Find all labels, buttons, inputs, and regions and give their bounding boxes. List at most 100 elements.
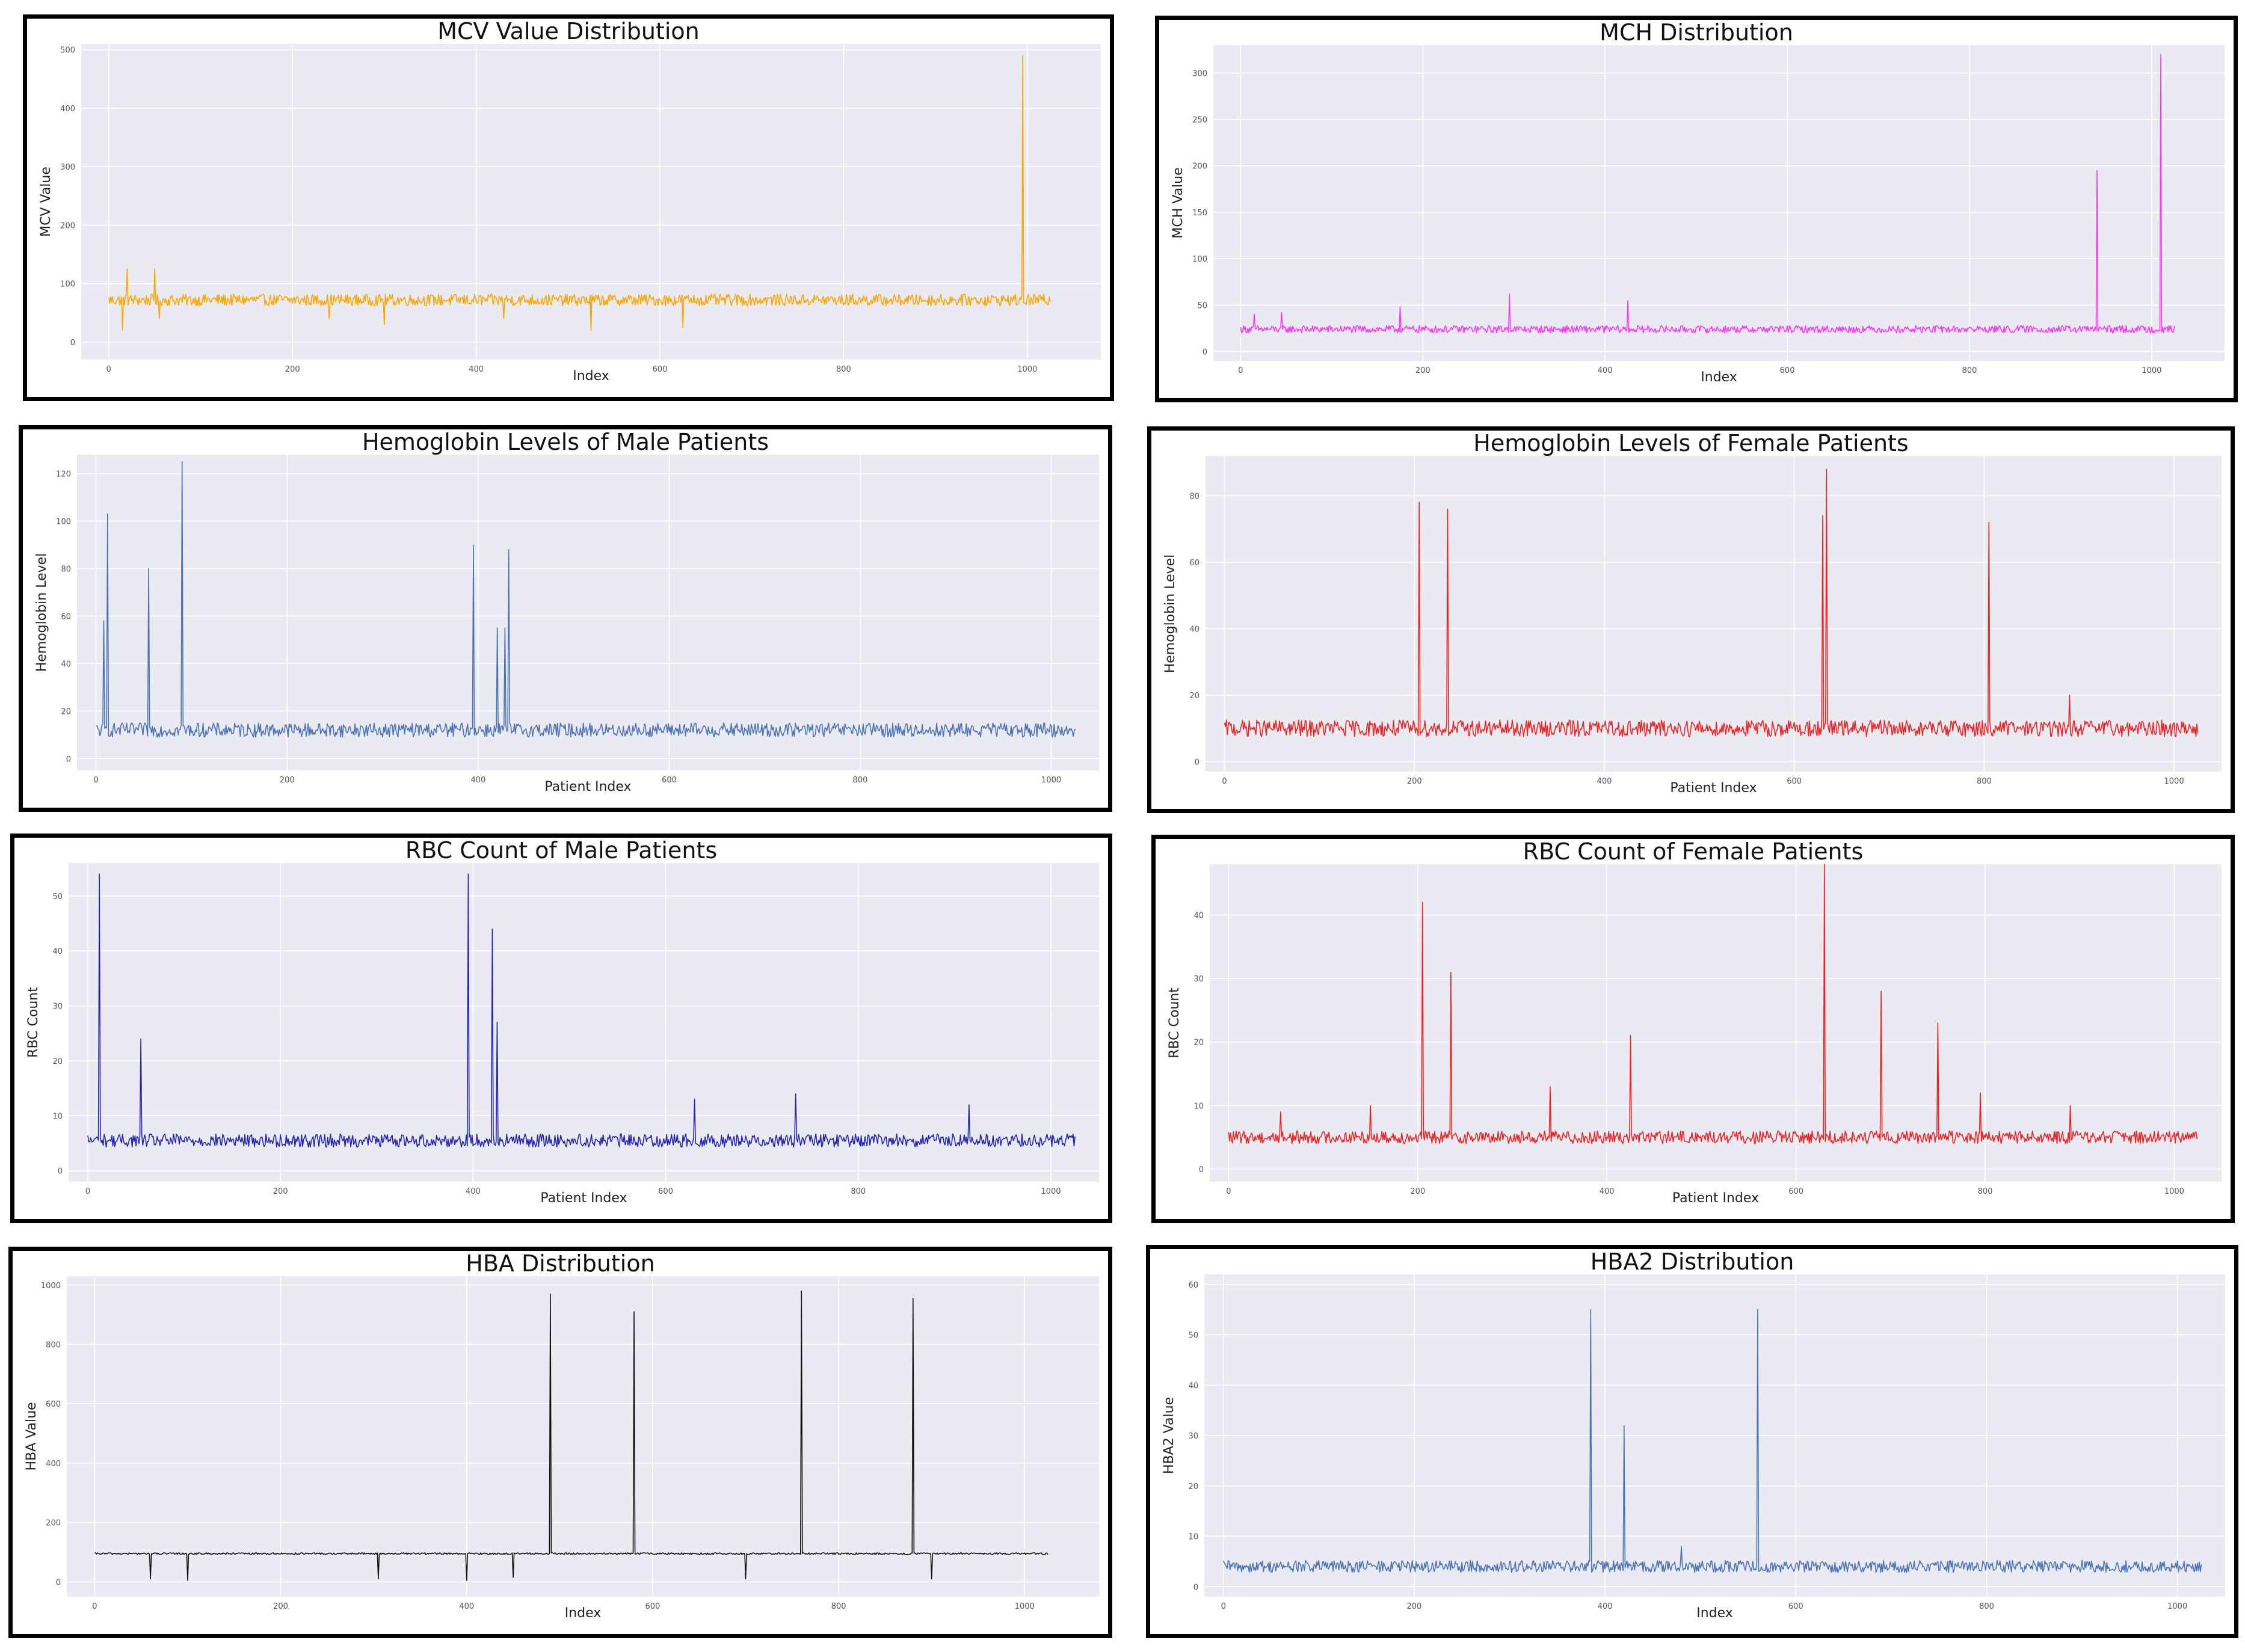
rbc-male-series-line <box>87 873 1076 1148</box>
chart-title: Hemoglobin Levels of Male Patients <box>362 429 769 455</box>
x-tick-label: 800 <box>853 776 868 785</box>
hb-male-series-line <box>96 461 1076 738</box>
plot-area <box>1213 45 2225 361</box>
x-tick-label: 800 <box>836 365 851 374</box>
x-tick-label: 400 <box>466 1187 481 1196</box>
y-tick-label: 0 <box>1199 1165 1204 1175</box>
y-tick-label: 300 <box>1192 69 1207 78</box>
x-tick-label: 400 <box>469 365 484 374</box>
plot-area <box>1210 864 2222 1182</box>
y-tick-label: 40 <box>61 660 71 669</box>
x-tick-label: 800 <box>851 1187 866 1196</box>
plot-area <box>69 863 1099 1182</box>
x-tick-label: 800 <box>1962 366 1977 375</box>
x-axis-label: Patient Index <box>544 779 631 794</box>
x-tick-label: 1000 <box>1015 1602 1035 1611</box>
x-tick-label: 0 <box>94 776 99 785</box>
mch-chart-panel: 0 50 100 150 200 250 300 0 200 400 600 800 1000 MCH D… <box>1155 16 2238 402</box>
y-tick-label: 20 <box>1188 1482 1198 1491</box>
rbc-female-series-line <box>1228 864 2198 1144</box>
x-tick-label: 400 <box>1598 366 1613 375</box>
x-tick-label: 600 <box>662 776 677 785</box>
y-tick-label: 30 <box>1193 975 1204 984</box>
y-tick-label: 300 <box>60 163 75 172</box>
y-tick-label: 200 <box>60 221 75 230</box>
x-tick-label: 200 <box>285 365 300 374</box>
x-axis-label: Patient Index <box>1670 781 1757 796</box>
y-axis-label: HBA Value <box>24 1402 39 1470</box>
x-tick-label: 600 <box>645 1602 661 1611</box>
mcv-chart-svg: 0 100 200 300 400 500 0 200 400 600 800 1000 MCV Val… <box>38 19 1101 384</box>
hba2-series-line <box>1222 1309 2202 1573</box>
hemoglobin-male-chart-panel: 0 20 40 60 80 100 120 0 200 400 600 800 1000 Hemoglob… <box>19 425 1112 812</box>
x-axis-label: Index <box>573 369 609 384</box>
y-tick-label: 400 <box>46 1460 61 1469</box>
y-tick-label: 80 <box>1189 492 1199 501</box>
y-tick-label: 60 <box>1188 1281 1198 1290</box>
y-tick-label: 20 <box>1189 692 1199 701</box>
y-tick-label: 10 <box>1193 1102 1204 1111</box>
plot-area <box>67 1276 1099 1597</box>
y-axis-label: Hemoglobin Level <box>34 553 49 672</box>
y-tick-label: 40 <box>1193 911 1204 920</box>
y-tick-label: 40 <box>1188 1381 1198 1390</box>
y-tick-label: 0 <box>56 1578 61 1587</box>
y-tick-label: 0 <box>1193 1583 1198 1592</box>
y-tick-label: 0 <box>1203 348 1207 357</box>
y-axis-label: MCV Value <box>38 167 54 237</box>
y-tick-label: 0 <box>70 339 75 348</box>
y-tick-label: 20 <box>61 707 71 716</box>
y-tick-label: 40 <box>1189 625 1199 634</box>
x-tick-label: 0 <box>85 1187 90 1196</box>
hba-series-line <box>94 1290 1049 1581</box>
y-axis-label: RBC Count <box>1167 987 1182 1058</box>
y-tick-label: 800 <box>46 1341 61 1350</box>
y-tick-label: 150 <box>1192 209 1207 218</box>
x-tick-label: 1000 <box>2164 777 2184 786</box>
y-axis-label: HBA2 Value <box>1162 1397 1177 1474</box>
y-tick-label: 500 <box>60 46 75 55</box>
x-tick-label: 800 <box>1979 1602 1994 1611</box>
x-tick-label: 400 <box>1600 1187 1615 1196</box>
x-tick-label: 400 <box>470 776 485 785</box>
x-tick-label: 800 <box>1977 777 1992 786</box>
x-axis-label: Patient Index <box>540 1191 627 1206</box>
y-tick-label: 60 <box>61 612 71 621</box>
y-axis-label: MCH Value <box>1171 167 1186 238</box>
chart-title: MCV Value Distribution <box>437 19 700 45</box>
rbc-male-chart-panel: 0 10 20 30 40 50 0 200 400 600 800 1000 RBC Count of… <box>10 834 1112 1223</box>
x-axis-label: Patient Index <box>1672 1191 1759 1206</box>
x-tick-label: 0 <box>92 1602 97 1611</box>
x-tick-label: 600 <box>1788 1187 1803 1196</box>
x-tick-label: 600 <box>653 365 668 374</box>
y-tick-label: 30 <box>1188 1432 1198 1441</box>
y-tick-label: 250 <box>1192 116 1207 125</box>
y-tick-label: 0 <box>66 755 71 764</box>
hba-chart-svg: 0 200 400 600 800 1000 0 200 400 600 800 1000 HBA Di… <box>24 1251 1099 1621</box>
x-tick-label: 600 <box>658 1187 673 1196</box>
mcv-series-line <box>108 55 1051 331</box>
y-tick-label: 50 <box>52 892 63 901</box>
plot-area <box>81 44 1101 360</box>
x-tick-label: 200 <box>1407 777 1422 786</box>
hb-female-series-line <box>1224 468 2199 737</box>
y-tick-label: 0 <box>58 1167 63 1176</box>
x-tick-label: 200 <box>1407 1602 1422 1611</box>
x-axis-label: Index <box>1701 370 1737 385</box>
x-tick-label: 800 <box>831 1602 846 1611</box>
y-tick-label: 120 <box>56 470 71 479</box>
y-tick-label: 100 <box>56 518 71 527</box>
y-axis-label: RBC Count <box>26 987 41 1058</box>
chart-title: Hemoglobin Levels of Female Patients <box>1473 431 1908 456</box>
mch-series-line <box>1240 54 2175 334</box>
y-tick-label: 80 <box>61 565 71 574</box>
y-tick-label: 1000 <box>41 1282 61 1291</box>
x-tick-label: 0 <box>1226 1187 1231 1196</box>
mcv-chart-panel: 0 100 200 300 400 500 0 200 400 600 800 1000 MCV Val… <box>23 14 1114 401</box>
plot-area <box>1206 456 2222 772</box>
y-tick-label: 20 <box>1193 1039 1204 1048</box>
x-tick-label: 200 <box>1410 1187 1425 1196</box>
y-tick-label: 30 <box>52 1003 63 1012</box>
